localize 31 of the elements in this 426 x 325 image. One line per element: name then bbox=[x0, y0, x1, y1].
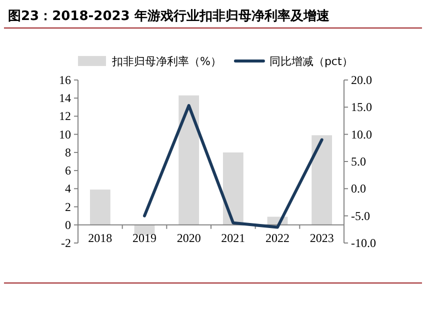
chart-title: 图23：2018-2023 年游戏行业扣非归母净利率及增速 bbox=[8, 8, 330, 24]
y-tick-label: 14 bbox=[59, 91, 71, 106]
y2-tick-label: -10.0 bbox=[351, 236, 376, 250]
bar bbox=[178, 95, 200, 225]
y-tick-label: 16 bbox=[59, 73, 71, 87]
y2-tick-label: 5.0 bbox=[351, 154, 366, 168]
bar bbox=[222, 152, 244, 225]
y-tick-label: 2 bbox=[65, 200, 71, 214]
y-tick-label: 6 bbox=[65, 164, 71, 178]
bar bbox=[312, 135, 332, 225]
y-tick-label: -2 bbox=[61, 236, 71, 250]
y2-tick-label: 0.0 bbox=[351, 182, 366, 196]
y-tick-label: 12 bbox=[59, 109, 71, 124]
x-tick-label: 2023 bbox=[310, 230, 334, 245]
x-tick-label: 2021 bbox=[221, 230, 246, 245]
legend-label: 扣非归母净利率（%） bbox=[111, 55, 222, 68]
y-tick-label: 0 bbox=[65, 218, 71, 232]
x-tick-label: 2020 bbox=[176, 230, 201, 245]
y2-tick-label: 20.0 bbox=[351, 73, 372, 87]
y2-tick-label: 15.0 bbox=[351, 100, 372, 114]
y-tick-label: 8 bbox=[65, 145, 71, 160]
x-tick-label: 2019 bbox=[132, 230, 156, 245]
y2-tick-label: 10.0 bbox=[351, 127, 372, 142]
y2-tick-label: -5.0 bbox=[351, 208, 370, 223]
legend-label: 同比增减（pct） bbox=[269, 55, 353, 68]
y-tick-label: 10 bbox=[59, 127, 71, 142]
x-tick-label: 2018 bbox=[88, 230, 112, 245]
y-tick-label: 4 bbox=[65, 182, 71, 196]
line-series bbox=[143, 104, 324, 229]
x-tick-label: 2022 bbox=[266, 230, 290, 245]
bar bbox=[90, 190, 110, 225]
